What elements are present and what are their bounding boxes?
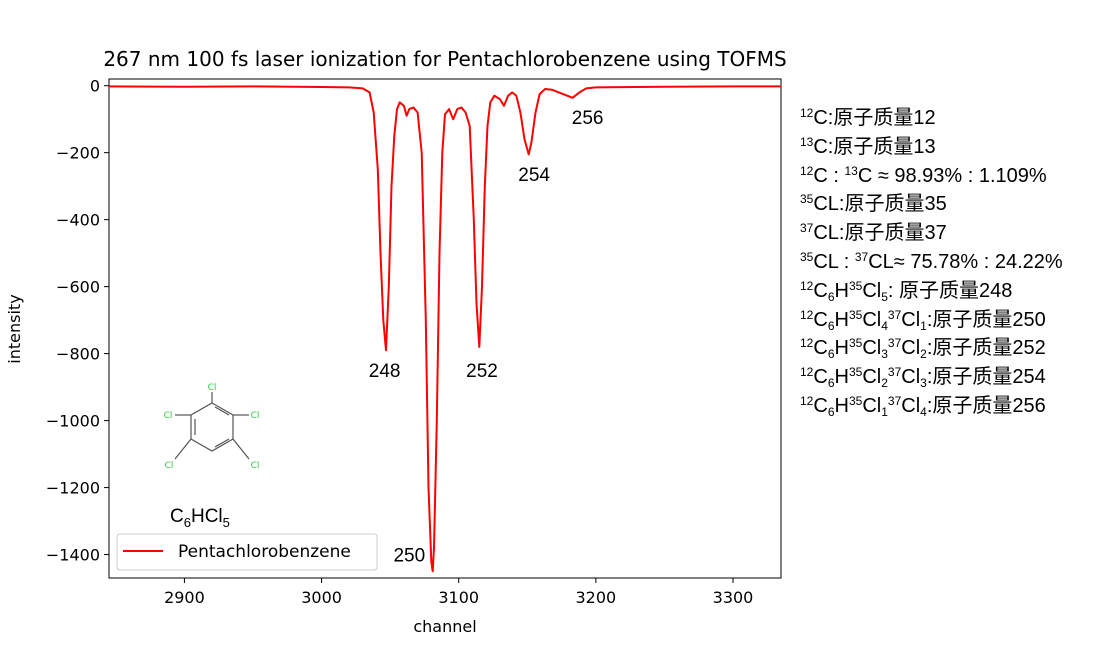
- peak-label: 250: [393, 545, 425, 566]
- legend: Pentachlorobenzene: [116, 533, 378, 571]
- note-line: 12C6H35Cl5: 原子质量248: [800, 278, 1013, 304]
- plot-frame: [108, 78, 782, 579]
- isotope-notes: 12C:原子质量12 13C:原子质量13 12C : 13C ≈ 98.93% :…: [800, 104, 1063, 421]
- y-tick-label: 0: [90, 77, 100, 96]
- structure-caption: C6HCl5: [170, 506, 230, 530]
- y-tick-label: −1000: [46, 412, 100, 431]
- x-tick-label: 3200: [575, 588, 616, 607]
- y-tick-label: −600: [56, 278, 100, 297]
- x-tick-label: 3000: [301, 588, 342, 607]
- series-line: [108, 85, 781, 573]
- y-axis-label: intensity: [5, 294, 24, 363]
- axis-ticks: 2900 3000 3100 3200 3300 0 −200 −400 −600 −800 −10…: [46, 77, 753, 607]
- note-line: 12C6H35Cl437Cl1:原子质量250: [800, 307, 1046, 333]
- peak-label: 252: [466, 361, 498, 382]
- molecule-structure-icon: Cl Cl Cl Cl Cl: [164, 383, 260, 471]
- x-axis-label: channel: [413, 617, 476, 636]
- chart-title: 267 nm 100 fs laser ionization for Penta…: [103, 47, 786, 71]
- y-tick-label: −400: [56, 211, 100, 230]
- note-line: 12C : 13C ≈ 98.93% : 1.109%: [800, 163, 1047, 187]
- note-line: 12C6H35Cl237Cl3:原子质量254: [800, 365, 1046, 391]
- y-tick-label: −1200: [46, 479, 100, 498]
- atom-label-cl-upper-right: Cl: [251, 411, 260, 421]
- note-line: 12C6H35Cl337Cl2:原子质量252: [800, 336, 1046, 362]
- atom-label-cl-upper-left: Cl: [164, 411, 173, 421]
- note-line: 37CL:原子质量37: [800, 221, 947, 245]
- x-tick-label: 2900: [164, 588, 205, 607]
- note-line: 35CL:原子质量35: [800, 192, 947, 216]
- y-tick-label: −1400: [46, 546, 100, 565]
- legend-box: [116, 533, 378, 571]
- note-line: 12C:原子质量12: [800, 106, 936, 129]
- y-tick-label: −800: [56, 345, 100, 364]
- y-tick-label: −200: [56, 144, 100, 163]
- peak-labels: 248 250 252 254 256: [369, 108, 604, 566]
- note-line: 13C:原子质量13: [800, 134, 936, 158]
- peak-label: 254: [518, 165, 550, 186]
- series-layer: [108, 85, 781, 573]
- peak-label: 256: [572, 108, 604, 129]
- atom-label-cl-lower-right: Cl: [251, 461, 260, 471]
- x-tick-label: 3300: [713, 588, 754, 607]
- peak-label: 248: [369, 361, 401, 382]
- atom-label-cl-lower-left: Cl: [165, 461, 174, 471]
- x-tick-label: 3100: [438, 588, 479, 607]
- legend-label: Pentachlorobenzene: [178, 542, 351, 562]
- atom-label-cl-top: Cl: [208, 383, 217, 393]
- note-line: 35CL : 37CL≈ 75.78% : 24.22%: [800, 249, 1063, 273]
- note-line: 12C6H35Cl137Cl4:原子质量256: [800, 393, 1046, 419]
